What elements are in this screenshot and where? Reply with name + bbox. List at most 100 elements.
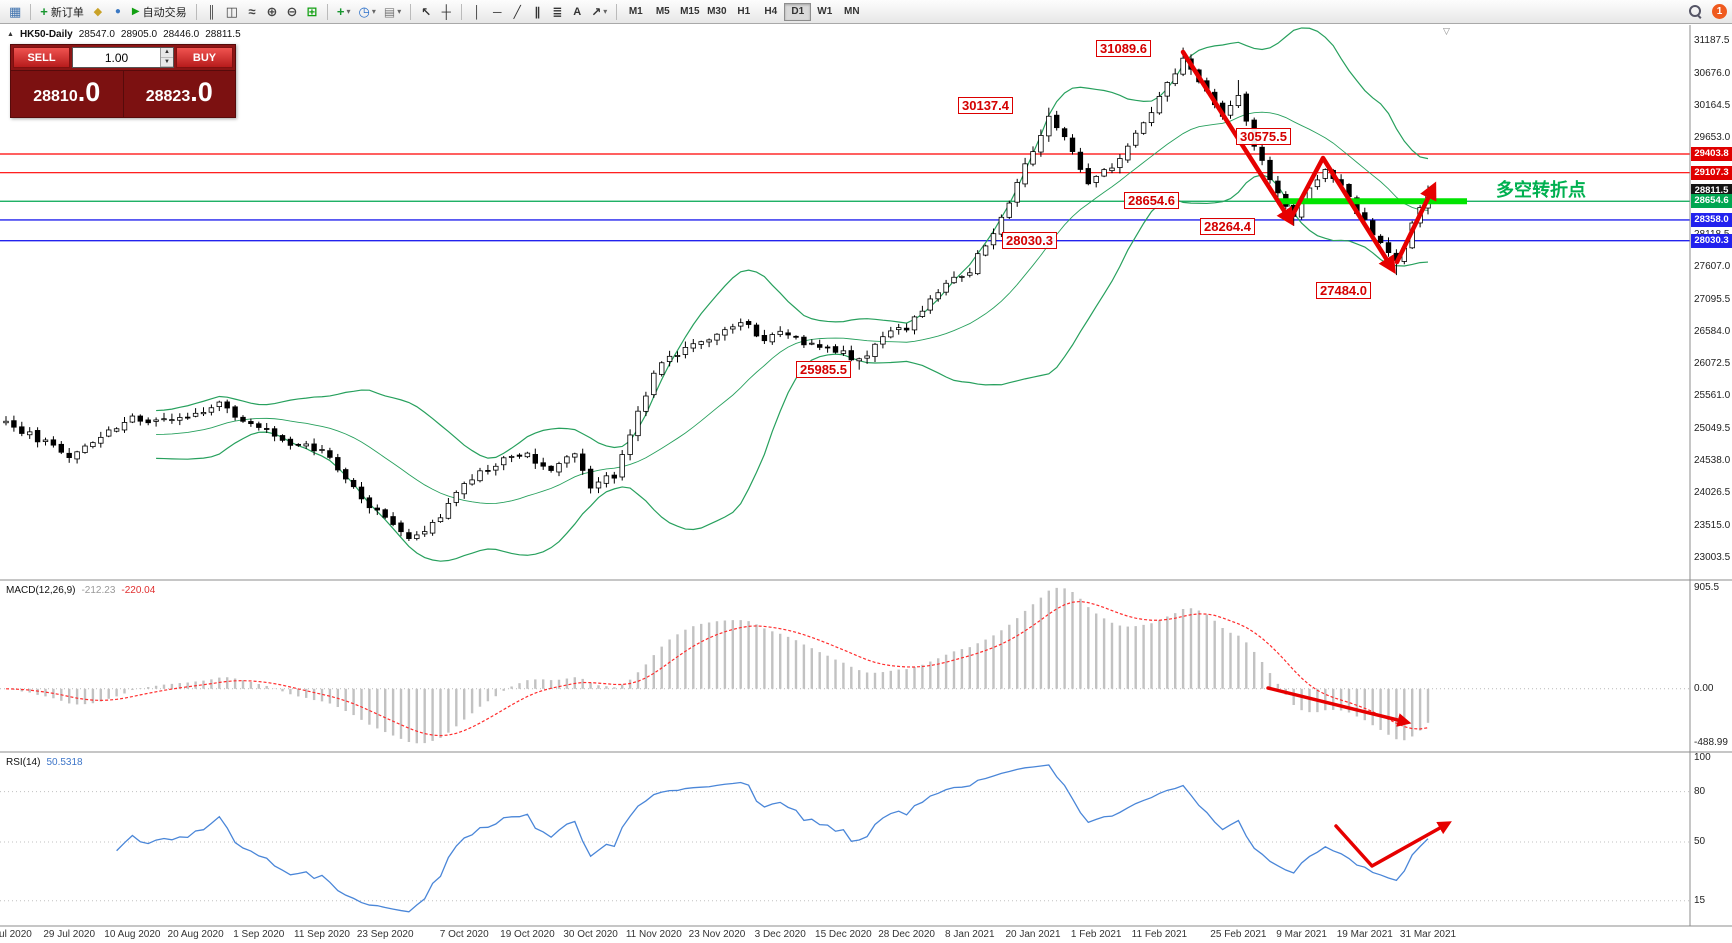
macd-title: MACD(12,26,9) xyxy=(6,585,76,596)
indicators-icon[interactable]: + ▾ xyxy=(333,2,355,22)
price-callout-label[interactable]: 28654.6 xyxy=(1124,192,1179,209)
timeframe-d1[interactable]: D1 xyxy=(784,2,812,21)
line-chart-icon[interactable]: ≈ xyxy=(242,2,262,22)
timeframe-m30[interactable]: M30 xyxy=(707,6,727,17)
buy-price[interactable]: 28823.0 xyxy=(124,71,236,117)
price-callout-label[interactable]: 28264.4 xyxy=(1200,218,1255,235)
chevron-down-icon[interactable]: ▾ xyxy=(371,7,376,16)
timeframe-mn[interactable]: MN xyxy=(844,6,860,17)
market-watch-icon[interactable]: ● xyxy=(108,2,128,22)
sell-price-frac: .0 xyxy=(77,77,101,107)
horizontal-line-icon[interactable]: ─ xyxy=(487,2,507,22)
text-icon[interactable]: A xyxy=(567,2,587,22)
timeframe-w1[interactable]: W1 xyxy=(817,6,833,17)
tile-windows-icon[interactable]: ⊞ xyxy=(302,2,322,22)
volume-down-icon[interactable]: ▼ xyxy=(161,57,173,67)
panel-separators xyxy=(0,25,1732,927)
macd-signal-line xyxy=(5,600,1429,737)
price-callout-label[interactable]: 31089.6 xyxy=(1096,40,1151,57)
symbol-name: HK50-Daily xyxy=(19,29,73,40)
new-order-icon: + xyxy=(40,4,48,19)
trendline-icon: ╱ xyxy=(513,4,521,19)
horizontal-line-icon: ─ xyxy=(492,4,502,19)
ohlc-low: 28446.0 xyxy=(163,29,200,40)
price-callout-label[interactable]: 30575.5 xyxy=(1236,128,1291,145)
zoom-in-icon[interactable]: ⊕ xyxy=(262,2,282,22)
toolbar-separator xyxy=(410,3,412,20)
toolbar: ▦ + 新订单 ◆ ● ▶ 自动交易 ║ ◫ ≈ ⊕ ⊖ ⊞ + ▾ ◷ ▾ ▤ ▾ ↖ ┼ │ ─ ╱ ∥ ≣ A ↗ ▾ M1 M5 M1… xyxy=(0,0,1732,24)
buy-price-main: 28823 xyxy=(145,88,191,105)
vertical-line-icon[interactable]: │ xyxy=(467,2,487,22)
rsi-levels xyxy=(0,791,1690,902)
price-callout-label[interactable]: 27484.0 xyxy=(1316,282,1371,299)
volume-input[interactable] xyxy=(73,48,160,67)
indicators-icon: + xyxy=(336,4,345,19)
toolbar-separator xyxy=(616,3,618,20)
crosshair-icon[interactable]: ┼ xyxy=(436,2,456,22)
search-icon[interactable] xyxy=(1685,2,1706,22)
trend-arrows[interactable] xyxy=(1180,49,1452,868)
toolbar-separator xyxy=(30,3,32,20)
chart-title: ▲ HK50-Daily 28547.0 28905.0 28446.0 288… xyxy=(7,29,241,40)
buy-price-frac: .0 xyxy=(190,77,213,107)
zoom-out-icon: ⊖ xyxy=(286,3,298,19)
price-callout-label[interactable]: 30137.4 xyxy=(958,97,1013,114)
cursor-icon[interactable]: ↖ xyxy=(416,2,436,22)
price-callout-label[interactable]: 28030.3 xyxy=(1002,232,1057,249)
chevron-down-icon[interactable]: ▾ xyxy=(346,7,351,16)
zoom-in-icon: ⊕ xyxy=(266,3,278,19)
market-watch-icon: ● xyxy=(114,6,121,17)
macd-value-2: -220.04 xyxy=(121,585,156,596)
sell-button[interactable]: SELL xyxy=(13,47,70,68)
bollinger-bands xyxy=(156,27,1429,562)
bar-chart-icon: ║ xyxy=(207,4,216,19)
crosshair-icon: ┼ xyxy=(441,4,451,19)
arrows-icon[interactable]: ↗ ▾ xyxy=(587,2,611,22)
timeframe-m5[interactable]: M5 xyxy=(655,6,670,17)
tile-windows-icon: ⊞ xyxy=(306,3,318,19)
collapse-trade-panel-icon[interactable]: ▲ xyxy=(7,31,14,38)
templates-icon[interactable]: ▤ ▾ xyxy=(380,2,405,22)
ohlc-high: 28905.0 xyxy=(120,29,158,40)
timeframe-h1[interactable]: H1 xyxy=(737,6,751,17)
volume-stepper: ▲ ▼ xyxy=(160,48,173,67)
notification-badge[interactable]: 1 xyxy=(1712,4,1727,19)
timeframe-m1[interactable]: M1 xyxy=(628,6,643,17)
text-icon: A xyxy=(573,5,582,18)
trendline-icon[interactable]: ╱ xyxy=(507,2,527,22)
price-callout-label[interactable]: 25985.5 xyxy=(796,361,851,378)
experts-icon: ◆ xyxy=(93,6,103,18)
periods-icon: ◷ xyxy=(358,3,370,19)
sell-price[interactable]: 28810.0 xyxy=(11,71,124,117)
autotrade-button[interactable]: ▶ 自动交易 xyxy=(128,2,191,22)
new-order-button-label: 新订单 xyxy=(50,6,84,19)
rsi-value: 50.5318 xyxy=(46,757,83,768)
annotation-text[interactable]: 多空转折点 xyxy=(1496,180,1586,200)
timeframe-m15[interactable]: M15 xyxy=(680,6,700,17)
new-order-button[interactable]: + 新订单 xyxy=(36,2,88,22)
bar-chart-icon[interactable]: ║ xyxy=(202,2,222,22)
periods-icon[interactable]: ◷ ▾ xyxy=(355,2,380,22)
experts-icon[interactable]: ◆ xyxy=(88,2,108,22)
chart-window-icon[interactable]: ▦ xyxy=(5,2,25,22)
volume-up-icon[interactable]: ▲ xyxy=(161,48,173,58)
rsi-label: RSI(14) 50.5318 xyxy=(6,757,83,768)
line-chart-icon: ≈ xyxy=(248,4,256,19)
zoom-out-icon[interactable]: ⊖ xyxy=(282,2,302,22)
autotrade-icon: ▶ xyxy=(131,6,140,17)
candlestick-chart-icon: ◫ xyxy=(225,3,238,19)
chevron-down-icon[interactable]: ▾ xyxy=(603,7,608,16)
autotrade-button-label: 自动交易 xyxy=(142,6,187,19)
candlestick-chart-icon[interactable]: ◫ xyxy=(222,2,242,22)
fibonacci-icon[interactable]: ≣ xyxy=(547,2,567,22)
toolbar-separator xyxy=(461,3,463,20)
buy-button[interactable]: BUY xyxy=(176,47,233,68)
cursor-icon: ↖ xyxy=(421,4,432,19)
timeframe-h4[interactable]: H4 xyxy=(764,6,778,17)
chevron-down-icon[interactable]: ▾ xyxy=(397,7,402,16)
ohlc-close: 28811.5 xyxy=(205,29,241,40)
macd-histogram xyxy=(12,587,1430,744)
channel-icon[interactable]: ∥ xyxy=(527,2,547,22)
